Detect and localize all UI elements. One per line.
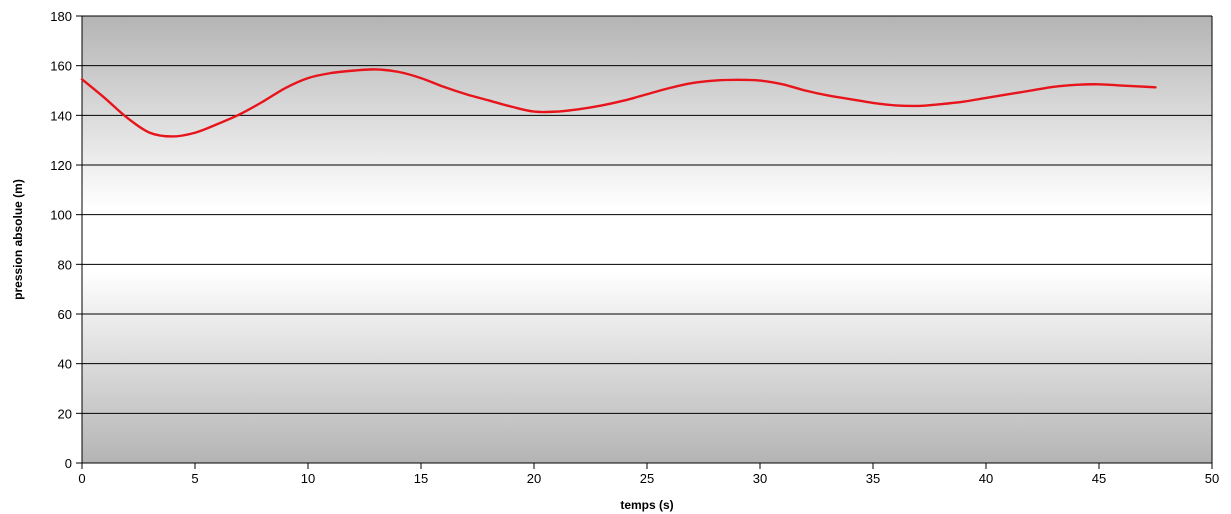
y-tick-label: 100 xyxy=(50,208,72,223)
x-tick-label: 25 xyxy=(640,471,654,486)
x-tick-label: 35 xyxy=(866,471,880,486)
y-tick-label: 140 xyxy=(50,108,72,123)
x-axis-title: temps (s) xyxy=(620,498,673,512)
y-axis-ticks: 0 20 40 60 80 100 120 140 160 180 xyxy=(50,9,82,471)
y-tick-label: 60 xyxy=(58,307,72,322)
y-tick-label: 0 xyxy=(65,456,72,471)
x-tick-label: 20 xyxy=(527,471,541,486)
x-tick-label: 0 xyxy=(78,471,85,486)
plot-area xyxy=(82,16,1212,463)
y-tick-label: 160 xyxy=(50,59,72,74)
x-tick-label: 10 xyxy=(301,471,315,486)
y-tick-label: 20 xyxy=(58,406,72,421)
x-tick-label: 40 xyxy=(979,471,993,486)
x-tick-label: 45 xyxy=(1092,471,1106,486)
x-axis-ticks: 0 5 10 15 20 25 30 35 40 45 50 xyxy=(78,463,1219,486)
y-tick-label: 40 xyxy=(58,357,72,372)
series-line xyxy=(80,68,1157,138)
series-group xyxy=(80,68,1157,138)
gridlines xyxy=(82,15,1212,464)
x-tick-label: 15 xyxy=(414,471,428,486)
y-tick-label: 80 xyxy=(58,257,72,272)
y-axis-title: pression absolue (m) xyxy=(11,179,25,300)
x-tick-label: 50 xyxy=(1205,471,1219,486)
y-tick-label: 120 xyxy=(50,158,72,173)
x-tick-label: 5 xyxy=(191,471,198,486)
y-tick-label: 180 xyxy=(50,9,72,24)
x-tick-label: 30 xyxy=(753,471,767,486)
